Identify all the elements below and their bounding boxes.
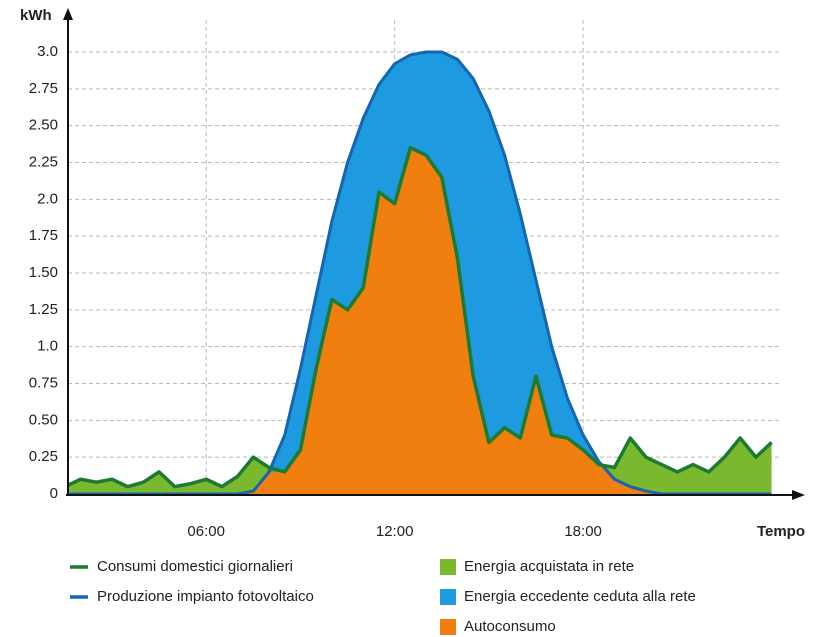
legend-swatch xyxy=(440,619,456,635)
y-tick-label: 0 xyxy=(50,485,58,502)
legend-label: Produzione impianto fotovoltaico xyxy=(97,588,314,605)
legend-swatch xyxy=(440,589,456,605)
y-tick-label: 1.0 xyxy=(37,338,58,355)
legend-label: Energia eccedente ceduta alla rete xyxy=(464,588,696,605)
y-axis-label: kWh xyxy=(20,7,52,24)
legend-swatch xyxy=(440,559,456,575)
self-consumption-area xyxy=(68,147,772,494)
x-tick-label: 12:00 xyxy=(376,523,414,540)
legend-label: Autoconsumo xyxy=(464,618,556,635)
y-tick-label: 0.25 xyxy=(29,448,58,465)
y-tick-label: 1.75 xyxy=(29,227,58,244)
y-tick-label: 2.75 xyxy=(29,80,58,97)
y-tick-label: 2.25 xyxy=(29,153,58,170)
y-tick-label: 0.75 xyxy=(29,374,58,391)
y-tick-label: 2.0 xyxy=(37,190,58,207)
legend-label: Energia acquistata in rete xyxy=(464,558,634,575)
y-tick-label: 3.0 xyxy=(37,43,58,60)
y-axis-arrow xyxy=(63,8,73,20)
legend-label: Consumi domestici giornalieri xyxy=(97,558,293,575)
x-axis-arrow xyxy=(792,490,805,500)
x-axis-label: Tempo xyxy=(757,523,805,540)
y-tick-label: 1.25 xyxy=(29,301,58,318)
consumption-line xyxy=(68,146,773,489)
y-tick-label: 1.50 xyxy=(29,264,58,281)
y-tick-label: 0.50 xyxy=(29,411,58,428)
x-tick-label: 06:00 xyxy=(187,523,225,540)
x-tick-label: 18:00 xyxy=(564,523,602,540)
y-tick-label: 2.50 xyxy=(29,117,58,134)
